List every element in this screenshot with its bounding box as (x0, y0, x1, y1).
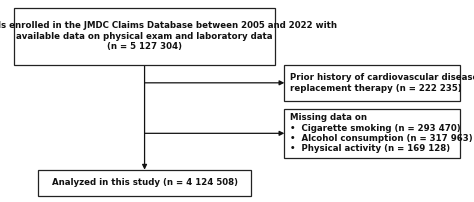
Text: Prior history of cardiovascular disease or renal
replacement therapy (n = 222 23: Prior history of cardiovascular disease … (290, 73, 474, 93)
FancyBboxPatch shape (284, 65, 460, 101)
Text: Individuals enrolled in the JMDC Claims Database between 2005 and 2022 with
avai: Individuals enrolled in the JMDC Claims … (0, 21, 337, 51)
FancyBboxPatch shape (284, 109, 460, 158)
FancyBboxPatch shape (38, 170, 251, 196)
Text: Analyzed in this study (n = 4 124 508): Analyzed in this study (n = 4 124 508) (52, 178, 237, 187)
Text: Missing data on
•  Cigarette smoking (n = 293 470)
•  Alcohol consumption (n = 3: Missing data on • Cigarette smoking (n =… (290, 113, 473, 154)
FancyBboxPatch shape (14, 8, 275, 65)
